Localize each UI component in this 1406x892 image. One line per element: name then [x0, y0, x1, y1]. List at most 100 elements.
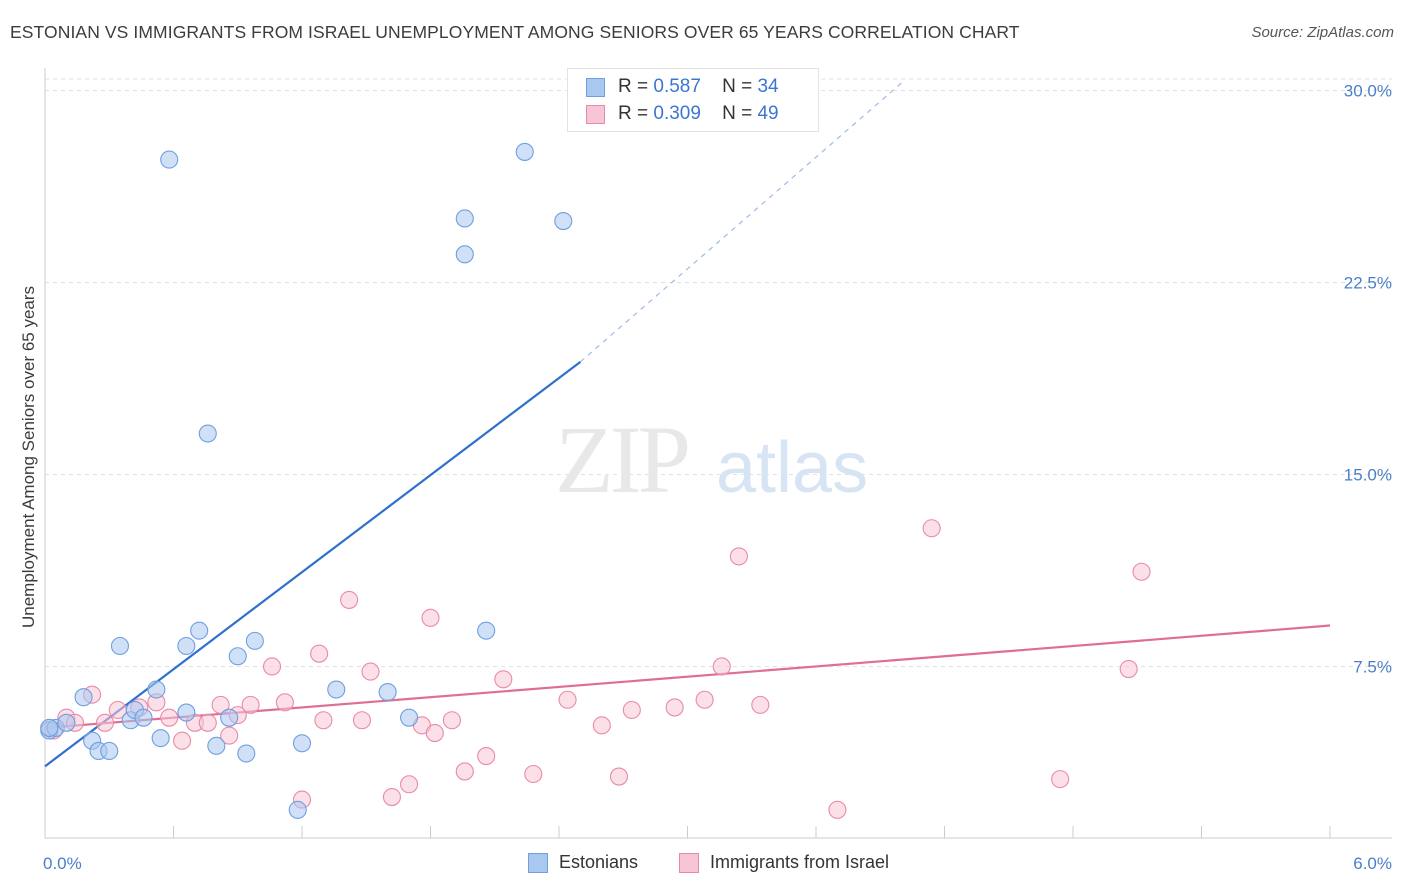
point-israel — [665, 698, 684, 717]
point-israel — [442, 711, 461, 730]
x-tick-label: 0.0% — [43, 854, 82, 873]
point-israel — [160, 708, 179, 727]
x-tick-label: 6.0% — [1353, 854, 1392, 873]
chart-title: ESTONIAN VS IMMIGRANTS FROM ISRAEL UNEMP… — [10, 22, 1020, 42]
point-israel — [382, 787, 402, 807]
point-israel — [1119, 659, 1138, 679]
legend-n-label: N = — [722, 76, 753, 97]
y-tick-label: 30.0% — [1344, 81, 1392, 100]
watermark-zip: ZIP — [555, 406, 688, 513]
legend-r-value: 0.309 — [653, 103, 701, 124]
legend-n-value: 49 — [757, 103, 779, 124]
watermark-atlas: atlas — [716, 428, 868, 508]
point-estonians — [134, 708, 153, 727]
point-israel — [262, 657, 282, 676]
point-israel — [729, 547, 748, 566]
point-estonians — [207, 736, 226, 755]
point-estonians — [400, 708, 419, 727]
bottom-legend-label-israel: Immigrants from Israel — [710, 852, 890, 872]
correlation-legend: R = 0.587 N = 34 R = 0.309 N = 49 — [567, 68, 819, 132]
bottom-legend-swatch-israel — [679, 853, 699, 873]
trend-lines — [44, 82, 1331, 768]
point-israel — [173, 731, 192, 750]
point-israel — [310, 644, 329, 663]
point-estonians — [288, 800, 307, 819]
point-estonians — [554, 211, 573, 231]
trend-line-estonians — [44, 360, 582, 768]
point-israel — [211, 695, 230, 714]
legend-r-label: R = — [618, 76, 649, 97]
point-estonians — [515, 142, 534, 161]
point-israel — [241, 695, 260, 714]
bottom-legend-swatch-estonians — [528, 853, 548, 873]
point-israel — [314, 711, 333, 730]
point-israel — [592, 716, 611, 735]
point-israel — [1132, 562, 1151, 581]
legend-r-value: 0.587 — [653, 76, 701, 97]
legend-n-label: N = — [722, 103, 753, 124]
point-estonians — [160, 150, 179, 169]
legend-swatch-estonians — [586, 78, 605, 97]
point-estonians — [190, 621, 209, 640]
point-estonians — [57, 713, 76, 732]
point-estonians — [455, 209, 474, 228]
y-tick-label: 15.0% — [1344, 465, 1392, 484]
point-estonians — [74, 688, 93, 707]
point-estonians — [177, 636, 196, 656]
point-estonians — [455, 245, 474, 264]
tick-labels: 7.5% 15.0% 22.5% 30.0% 0.0% 6.0% — [43, 81, 1392, 873]
point-estonians — [177, 703, 196, 722]
point-israel — [425, 723, 444, 743]
point-estonians — [292, 734, 312, 753]
trend-line-israel — [44, 624, 1331, 730]
point-israel — [712, 657, 731, 676]
point-israel — [400, 775, 419, 794]
point-estonians — [245, 631, 264, 650]
y-axis-label: Unemployment Among Seniors over 65 years — [19, 286, 38, 628]
point-estonians — [40, 718, 59, 737]
point-estonians — [220, 708, 239, 727]
point-israel — [477, 747, 496, 766]
point-israel — [1051, 770, 1070, 789]
point-israel — [455, 762, 474, 781]
legend-swatch-israel — [586, 105, 605, 124]
grid-lines — [45, 78, 1392, 667]
point-israel — [340, 590, 359, 609]
point-estonians — [378, 683, 397, 702]
point-estonians — [237, 744, 256, 763]
point-israel — [609, 767, 629, 786]
point-israel — [922, 519, 941, 538]
point-israel — [361, 662, 380, 681]
trend-line-estonians-extension — [580, 82, 903, 363]
point-estonians — [151, 729, 170, 748]
point-estonians — [327, 680, 346, 699]
y-tick-label: 22.5% — [1344, 273, 1392, 292]
y-tick-label: 7.5% — [1353, 657, 1392, 676]
point-israel — [695, 690, 714, 709]
legend-n-value: 34 — [757, 76, 779, 97]
point-israel — [828, 800, 847, 819]
point-israel — [558, 690, 577, 709]
point-estonians — [110, 636, 130, 656]
point-israel — [95, 713, 115, 732]
point-israel — [275, 693, 294, 712]
point-estonians — [147, 680, 166, 699]
point-israel — [622, 700, 641, 720]
bottom-legend-label-estonians: Estonians — [559, 852, 639, 872]
point-israel — [751, 695, 770, 714]
point-israel — [352, 711, 372, 730]
source-label: Source: ZipAtlas.com — [1251, 24, 1394, 41]
point-israel — [421, 608, 440, 627]
point-estonians — [228, 647, 247, 666]
point-israel — [494, 670, 513, 689]
point-estonians — [477, 621, 496, 640]
point-estonians — [100, 741, 119, 761]
axes — [44, 68, 1392, 839]
point-estonians — [198, 424, 217, 443]
point-israel — [220, 726, 239, 745]
point-israel — [198, 713, 217, 732]
point-israel — [524, 764, 543, 784]
legend-r-label: R = — [618, 103, 649, 124]
data-points — [40, 142, 1151, 819]
